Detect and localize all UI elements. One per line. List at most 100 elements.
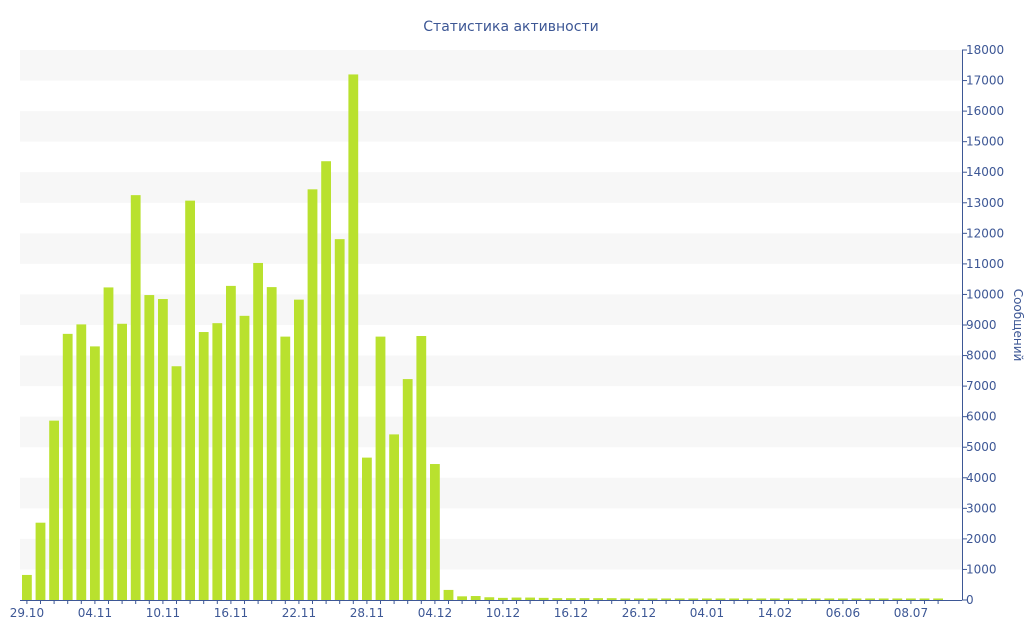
x-tick-label: 26.12 [622,606,656,620]
bar [307,189,318,600]
bar [22,574,32,600]
bar [865,598,875,600]
bar [851,598,862,600]
bar [457,596,467,600]
y-tick-label: 7000 [966,379,997,393]
grid-band [20,233,962,264]
bar [362,457,372,600]
bar [266,287,277,600]
bar [103,287,114,600]
bar [49,420,59,600]
chart-title: Статистика активности [423,19,598,35]
x-tick-label: 08.07 [894,606,928,620]
y-tick-label: 4000 [966,471,997,485]
bar [511,597,522,600]
bar [443,589,454,600]
bar [919,598,930,600]
bar [117,323,127,600]
bar [321,161,331,600]
x-tick-label: 28.11 [350,606,384,620]
y-axis-ticks: 0 1000 2000 3000 4000 5000 6000 7000 8000 9000 100… [962,43,1004,607]
bar [484,597,495,600]
bar [634,598,644,600]
x-axis-ticks: 29.10 04.11 10.11 16.11 22.11 28.11 04.12 10.12… [10,600,939,620]
bar [783,598,794,600]
grid-band [20,50,962,81]
bar [566,598,576,600]
bar [130,195,141,600]
bar [90,346,100,600]
bar-series [22,74,943,600]
bar [171,366,182,600]
bar [838,598,848,600]
bar [702,598,712,600]
x-tick-label: 22.11 [282,606,316,620]
bar [294,299,304,600]
x-tick-label: 06.06 [826,606,860,620]
x-tick-label: 10.11 [146,606,180,620]
y-tick-label: 18000 [966,43,1004,57]
bar [348,74,359,600]
bar [552,598,563,600]
x-tick-label: 04.01 [690,606,724,620]
bar [76,324,87,600]
grid-band [20,111,962,142]
y-tick-label: 15000 [966,135,1004,149]
bar [498,597,508,600]
bar [824,598,835,600]
bar [688,598,699,600]
bar [756,598,767,600]
bar [878,598,889,600]
bar [579,598,590,600]
bar [538,597,549,600]
y-tick-label: 3000 [966,501,997,515]
y-tick-label: 8000 [966,349,997,363]
y-tick-label: 0 [966,593,974,607]
bar [606,598,617,600]
bar [198,332,209,600]
bar [389,434,399,600]
bar [144,295,155,600]
x-tick-label: 16.12 [554,606,588,620]
bar [470,596,481,600]
y-tick-label: 9000 [966,318,997,332]
bar [280,336,291,600]
bar [933,598,943,600]
y-tick-label: 2000 [966,532,997,546]
bar [797,598,807,600]
bar [402,379,413,600]
bar [729,598,739,600]
bar [674,598,685,600]
bar [715,598,726,600]
bar [334,239,345,600]
y-tick-label: 5000 [966,440,997,454]
bar [525,597,535,600]
y-tick-label: 11000 [966,257,1004,271]
bar [185,200,195,600]
bar [742,598,753,600]
grid-band [20,294,962,325]
y-tick-label: 1000 [966,562,997,576]
bar [226,285,236,600]
bar [253,262,263,600]
bar [906,598,916,600]
bar [62,333,73,600]
grid-band [20,172,962,203]
x-tick-label: 29.10 [10,606,44,620]
y-tick-label: 12000 [966,226,1004,240]
bar [212,323,223,600]
y-tick-label: 10000 [966,287,1004,301]
y-tick-label: 6000 [966,410,997,424]
bar [35,522,46,600]
bar [593,598,603,600]
bar [810,598,821,600]
y-tick-label: 13000 [966,196,1004,210]
x-tick-label: 04.11 [78,606,112,620]
bar [647,598,658,600]
bar [416,336,427,600]
bar [892,598,903,600]
bar [158,299,168,600]
bar [239,315,250,600]
bar [620,598,631,600]
